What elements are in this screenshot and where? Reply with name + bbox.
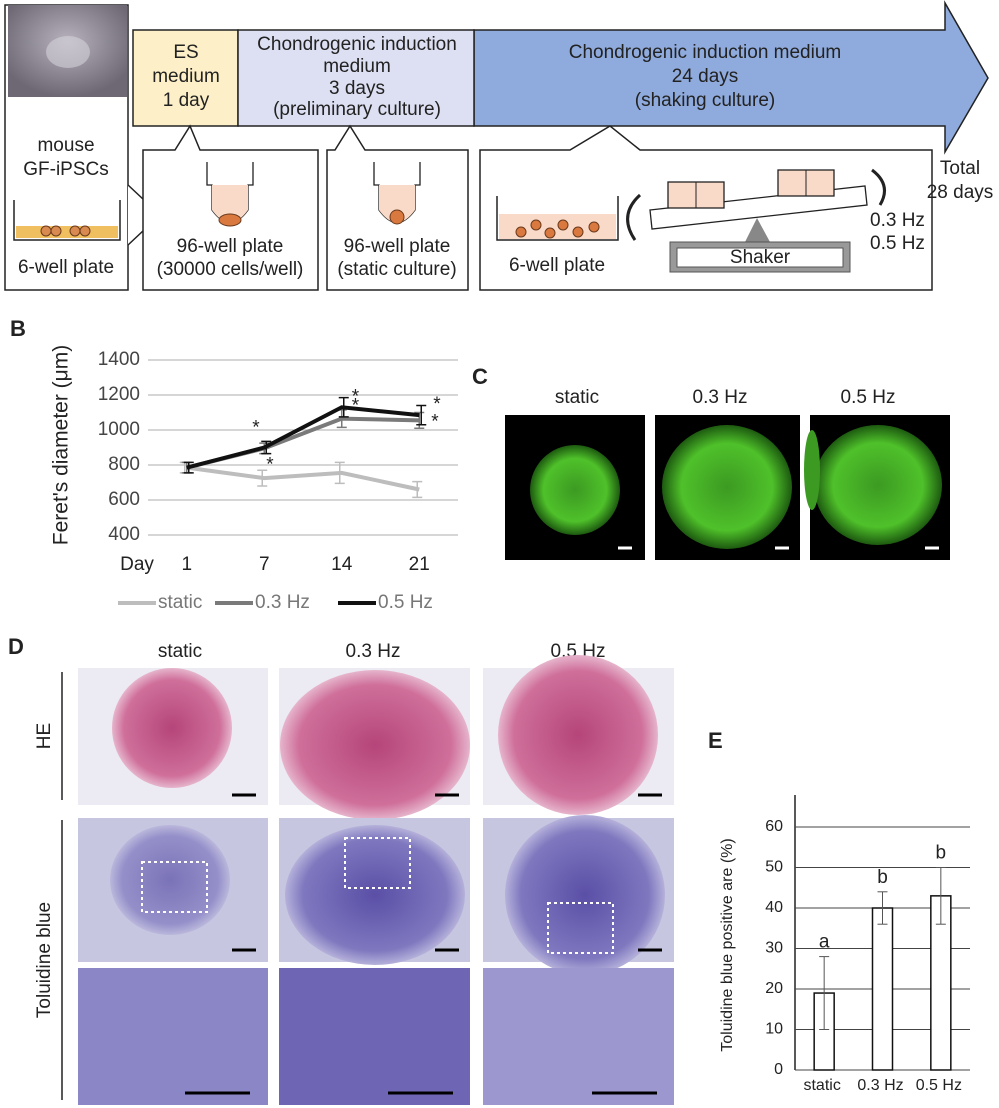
x-tick-label: 21: [409, 554, 430, 575]
x-tick-label: 1: [181, 554, 192, 575]
y-tick-label: 10: [765, 1021, 783, 1038]
ipsc-text: mouse: [37, 135, 94, 156]
x-tick-label: 0.3 Hz: [857, 1077, 903, 1094]
panel-label: D: [8, 634, 24, 659]
y-tick-label: 1200: [98, 384, 140, 405]
significance-mark: *: [352, 386, 360, 407]
cells: [515, 219, 600, 239]
plate-label: 6-well plate: [509, 255, 605, 276]
stage-text: Chondrogenic induction medium: [569, 42, 842, 63]
significance-mark: *: [433, 394, 441, 415]
plate-label: 6-well plate: [18, 257, 114, 278]
bar-letter: b: [877, 867, 888, 888]
row-label: HE: [34, 723, 55, 749]
stage-text: (preliminary culture): [273, 99, 441, 120]
y-axis-label: Feret's diameter (μm): [50, 345, 73, 545]
box-text: (30000 cells/well): [157, 259, 304, 280]
legend-label: 0.5 Hz: [378, 592, 433, 613]
series-line: [186, 465, 420, 492]
dish: [13, 200, 121, 241]
significance-mark: *: [266, 455, 274, 476]
well-medium: [379, 185, 415, 223]
frequency: 0.3 Hz: [870, 210, 925, 231]
panel-label: B: [10, 316, 26, 341]
timeline-arrow: [473, 0, 989, 155]
stage-es: [132, 29, 239, 127]
y-tick-label: 0: [774, 1061, 783, 1078]
stage-text: medium: [152, 66, 220, 87]
row-label: Toluidine blue: [34, 902, 55, 1018]
significance-mark: *: [252, 417, 260, 438]
total-text: 28 days: [927, 182, 994, 203]
fluorescence-images: [505, 415, 950, 560]
histology-images: [78, 655, 674, 1105]
rotation-arrow: [626, 193, 642, 241]
y-tick-label: 1000: [98, 419, 140, 440]
x-axis-label: Day: [120, 554, 154, 575]
rotation-arrow: [871, 168, 886, 206]
y-tick-label: 40: [765, 899, 783, 916]
stage-text: Chondrogenic induction: [257, 34, 457, 55]
stage-prelim: [237, 29, 475, 127]
stage-text: 24 days: [672, 66, 739, 87]
medium: [16, 226, 118, 238]
significance-mark: *: [431, 411, 439, 432]
y-tick-label: 1400: [98, 349, 140, 370]
column-label: static: [158, 641, 202, 662]
y-tick-label: 800: [108, 454, 140, 475]
x-tick-label: static: [803, 1077, 840, 1094]
shaker: [676, 247, 844, 268]
plate-dividers: [695, 170, 807, 208]
bar-letter: b: [936, 843, 947, 864]
y-tick-label: 600: [108, 489, 140, 510]
box-text: (static culture): [337, 259, 456, 280]
aggregate: [218, 213, 242, 227]
stage-text: ES: [173, 42, 198, 63]
y-tick-label: 400: [108, 524, 140, 545]
legend-label: static: [158, 592, 202, 613]
column-label: 0.3 Hz: [346, 641, 401, 662]
panel-label: E: [708, 728, 723, 753]
x-tick-label: 7: [259, 554, 270, 575]
series-line: [186, 405, 420, 470]
column-label: static: [555, 387, 599, 408]
stage-text: (shaking culture): [635, 90, 775, 111]
stage-text: 3 days: [329, 78, 385, 99]
panel-label: C: [472, 364, 488, 389]
aggregate: [389, 209, 405, 225]
box-text: 96-well plate: [177, 236, 284, 257]
pivot: [745, 218, 770, 242]
shaker-label: Shaker: [730, 247, 791, 268]
frequency: 0.5 Hz: [870, 233, 925, 254]
y-tick-label: 50: [765, 859, 783, 876]
box-text: 96-well plate: [344, 236, 451, 257]
well-medium: [212, 185, 248, 223]
legend-label: 0.3 Hz: [255, 592, 310, 613]
significance-mark: *: [352, 396, 360, 417]
bar: [871, 907, 894, 1071]
stage-text: 1 day: [163, 90, 210, 111]
column-label: 0.5 Hz: [841, 387, 896, 408]
x-tick-label: 14: [331, 554, 353, 575]
column-label: 0.3 Hz: [693, 387, 748, 408]
y-tick-label: 20: [765, 980, 783, 997]
x-tick-label: 0.5 Hz: [916, 1077, 962, 1094]
y-tick-label: 60: [765, 818, 783, 835]
bar-letter: a: [819, 932, 830, 953]
y-tick-label: 30: [765, 940, 783, 957]
cells: [40, 225, 91, 237]
stage-text: medium: [323, 56, 391, 77]
ipsc-text: GF-iPSCs: [23, 159, 109, 180]
dish: [496, 196, 619, 241]
y-axis-label: Toluidine blue positive are (%): [719, 838, 736, 1051]
colony: [46, 36, 90, 68]
total-text: Total: [940, 158, 980, 179]
